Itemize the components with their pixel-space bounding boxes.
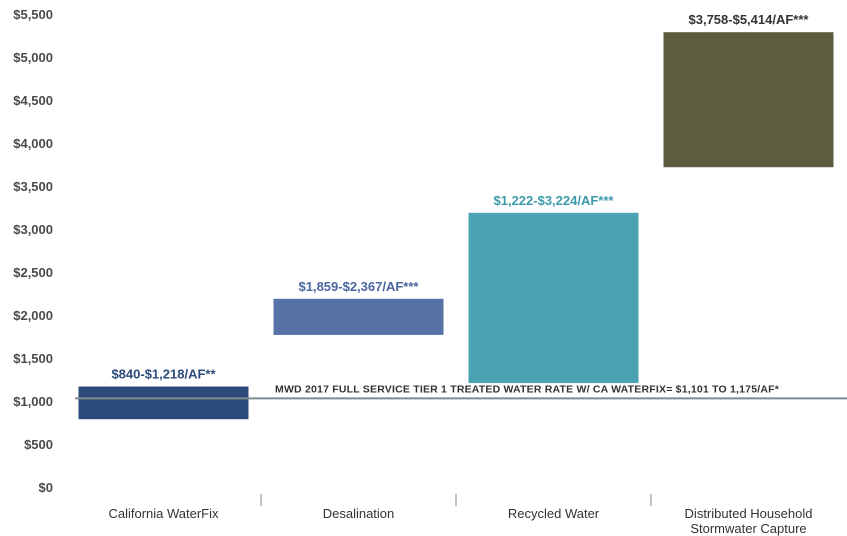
data-label: $1,222-$3,224/AF*** — [494, 193, 615, 208]
x-category-label: Distributed Household — [685, 506, 813, 521]
data-label: $840-$1,218/AF** — [111, 367, 216, 382]
bar-0 — [78, 386, 249, 420]
data-labels: $840-$1,218/AF** $1,859-$2,367/AF*** $1,22… — [111, 12, 809, 381]
y-tick-label: $0 — [39, 480, 53, 495]
x-category-label: California WaterFix — [108, 506, 219, 521]
bar-2 — [468, 212, 639, 384]
y-tick-label: $1,500 — [13, 351, 53, 366]
y-tick-label: $4,000 — [13, 136, 53, 151]
y-tick-label: $2,500 — [13, 265, 53, 280]
x-axis: California WaterFix Desalination Recycled … — [108, 494, 812, 536]
bars — [78, 32, 834, 420]
x-category-label: Desalination — [323, 506, 395, 521]
bar-3 — [663, 32, 834, 168]
reference-line-label: MWD 2017 FULL SERVICE TIER 1 TREATED WAT… — [275, 383, 780, 395]
x-category-label: Stormwater Capture — [690, 521, 806, 536]
y-tick-label: $1,000 — [13, 394, 53, 409]
y-tick-label: $500 — [24, 437, 53, 452]
y-tick-label: $2,000 — [13, 308, 53, 323]
y-tick-label: $3,000 — [13, 222, 53, 237]
y-tick-label: $5,000 — [13, 50, 53, 65]
y-tick-label: $5,500 — [13, 7, 53, 22]
bar-1 — [273, 298, 444, 335]
x-category-label: Recycled Water — [508, 506, 600, 521]
y-axis: $0 $500 $1,000 $1,500 $2,000 $2,500 $3,000 $3,5… — [13, 7, 53, 495]
reference-line-group: MWD 2017 FULL SERVICE TIER 1 TREATED WAT… — [75, 383, 847, 400]
y-tick-label: $4,500 — [13, 93, 53, 108]
y-tick-label: $3,500 — [13, 179, 53, 194]
data-label: $1,859-$2,367/AF*** — [299, 279, 420, 294]
data-label: $3,758-$5,414/AF*** — [689, 12, 810, 27]
